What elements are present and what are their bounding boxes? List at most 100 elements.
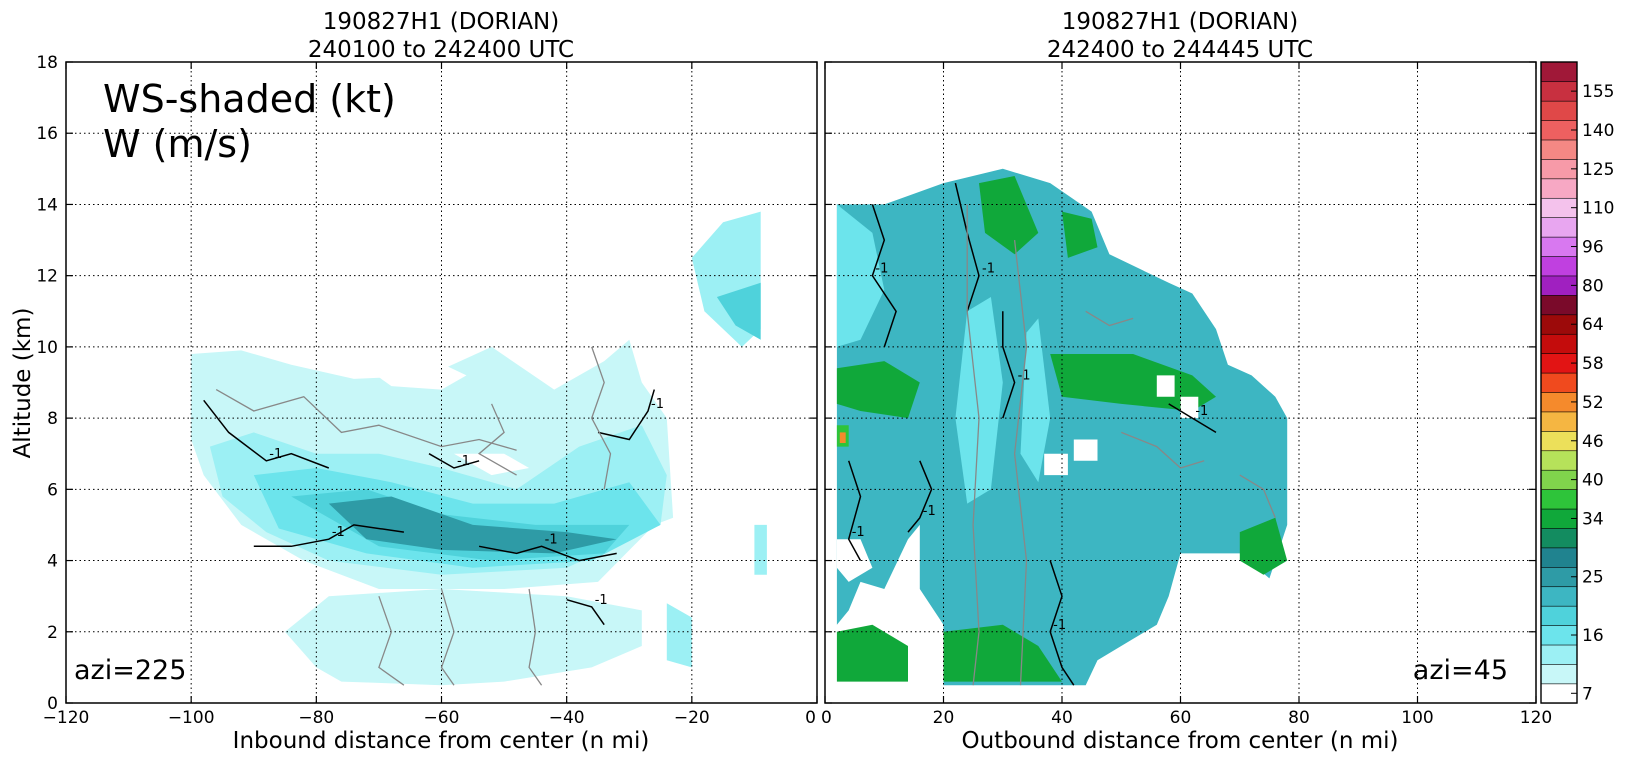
colorbar-segment [1540,61,1578,83]
annotation-ws-shaded: WS-shaded (kt) [103,77,396,121]
colorbar-label: 140 [1582,121,1614,141]
y-tick-label: 6 [47,480,58,500]
colorbar-segment [1540,255,1578,277]
colorbar-label: 7 [1582,684,1593,704]
left-title-line1: 190827H1 (DORIAN) [323,9,560,35]
right-shaded-region-14 [1073,439,1098,461]
colorbar-label: 125 [1582,160,1614,180]
right-contour-label: -1 [982,262,995,277]
right-shaded-region-4 [979,176,1039,255]
left-contour-label: -1 [332,525,345,540]
right-shaded-region-15 [1044,453,1068,476]
colorbar-segment [1540,217,1578,238]
right-contour-positive-9 [1121,431,1205,469]
left-grid [66,62,817,703]
right-contour-positive-8 [1013,240,1028,686]
right-shaded-region-3 [1020,318,1051,483]
right-contour-negative-4 [1049,560,1075,686]
colorbar-label: 40 [1582,471,1604,491]
colorbar-label: 34 [1582,509,1604,529]
right-plot-area: -1 -1 -1 -1 -1 -1 -1 [825,62,1536,703]
left-shaded-region-7 [454,453,530,476]
left-plot-area: -1 -1 -1 -1 -1 -1 [66,62,817,703]
right-ticks: 0 20 40 60 80 100 120 [821,61,1552,728]
left-x-tick-label: −40 [549,708,585,728]
left-contour-positive-8 [440,588,455,686]
colorbar-segment [1540,586,1578,607]
left-contour-negative-0 [203,399,330,469]
colorbar-segment [1540,527,1578,549]
right-contour-label: -1 [875,262,888,277]
left-shaded-region-5 [328,496,617,554]
right-contour-negative-1 [954,182,980,312]
right-shaded-region-7 [836,361,920,419]
right-contour-negative-2 [1002,311,1016,419]
left-x-tick-label: 0 [805,708,816,728]
colorbar-segment [1540,663,1578,685]
left-contour-label: -1 [457,454,470,469]
right-contour-negative-3 [907,460,933,533]
colorbar: 7 16 25 34 40 46 52 58 64 80 96 110 125 140 155 [1540,61,1614,704]
left-title-line2: 240100 to 242400 UTC [308,37,574,63]
colorbar-label: 16 [1582,626,1604,646]
right-shaded-region-17 [836,539,873,582]
left-contour-negative-1 [253,524,405,548]
right-title-line2: 242400 to 244445 UTC [1047,37,1313,63]
y-tick-label: 0 [47,694,58,714]
left-ticks: −120 −100 −80 −60 −40 −20 0 0 2 4 6 8 10 12 14 16 18 [36,53,818,728]
right-contour-positive-7 [966,204,980,686]
y-tick-label: 14 [36,195,58,215]
left-contour-label: -1 [545,532,558,547]
right-contour-positive-11 [1239,474,1276,519]
left-shaded-region-1 [285,589,642,686]
left-contour-label: -1 [651,397,664,412]
left-contours: -1 -1 -1 -1 -1 -1 [203,346,664,686]
colorbar-segment [1540,411,1578,432]
right-x-tick-label: 80 [1288,708,1310,728]
right-contour-negative-0 [871,204,897,348]
colorbar-label: 96 [1582,238,1604,258]
colorbar-segment [1540,547,1578,568]
left-x-tick-label: −120 [43,708,90,728]
right-x-tick-label: 20 [933,708,955,728]
right-grid [825,62,1536,703]
right-contour-label: -1 [1053,618,1066,633]
left-contour-positive-7 [378,595,405,686]
colorbar-label: 110 [1582,199,1614,219]
left-panel: 190827H1 (DORIAN) 240100 to 242400 UTC -… [10,9,818,754]
colorbar-segment [1540,644,1578,665]
left-contour-positive-6 [215,389,517,451]
left-contour-label: -1 [269,447,282,462]
right-x-tick-label: 0 [821,708,832,728]
colorbar-segment [1540,100,1578,121]
left-x-axis-label: Inbound distance from center (n mi) [233,728,650,754]
colorbar-segment [1540,294,1578,316]
right-x-tick-label: 120 [1520,708,1552,728]
right-shaded-region-16 [1180,396,1199,419]
annotation-w: W (m/s) [103,122,252,166]
colorbar-segment [1540,489,1578,510]
right-shaded-region-5 [1062,211,1098,258]
colorbar-segment [1540,605,1578,626]
right-contour-label: -1 [1018,369,1031,384]
right-title-line1: 190827H1 (DORIAN) [1062,9,1299,35]
right-x-tick-label: 60 [1170,708,1192,728]
right-x-axis-label: Outbound distance from center (n mi) [962,728,1399,754]
left-x-tick-label: −60 [424,708,460,728]
colorbar-label: 46 [1582,432,1604,452]
right-contour-positive-10 [1085,310,1134,327]
colorbar-label: 64 [1582,315,1604,335]
right-contour-negative-6 [1168,403,1217,434]
y-tick-label: 16 [36,124,58,144]
y-tick-label: 18 [36,53,58,73]
colorbar-label: 25 [1582,568,1604,588]
right-contour-label: -1 [852,525,865,540]
colorbar-label: 80 [1582,276,1604,296]
left-shaded-region-11 [666,603,692,668]
left-x-tick-label: −100 [168,708,215,728]
colorbar-segment [1540,450,1578,471]
y-tick-label: 10 [36,338,58,358]
right-shaded-region-1 [836,204,885,347]
right-contour-negative-5 [847,460,862,561]
